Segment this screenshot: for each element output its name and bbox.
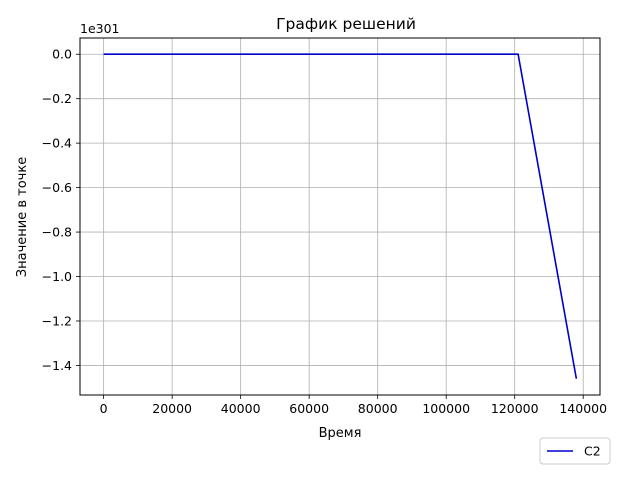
x-tick-label: 100000 (422, 401, 470, 416)
y-tick-label: −1.4 (42, 358, 72, 373)
x-tick-label: 120000 (491, 401, 539, 416)
legend: C2 (539, 437, 611, 465)
x-tick-label: 60000 (289, 401, 329, 416)
series-line-c2 (103, 53, 578, 379)
x-tick-label: 40000 (221, 401, 261, 416)
y-tick-label: −1.2 (42, 313, 72, 328)
x-axis-label: Время (319, 426, 362, 441)
y-tick-label: −0.8 (42, 225, 72, 240)
chart-title: График решений (276, 15, 416, 33)
legend-box (539, 437, 611, 465)
y-tick-label: 0.0 (52, 47, 72, 62)
legend-label-c2: C2 (584, 444, 601, 459)
x-tick-label: 80000 (358, 401, 398, 416)
y-tick-label: −0.6 (42, 180, 72, 195)
y-offset-label: 1e301 (80, 21, 120, 36)
x-tick-label: 20000 (152, 401, 192, 416)
ticks: 0 20000 40000 60000 80000 100000 120000 140000 0… (42, 47, 607, 416)
x-tick-label: 140000 (559, 401, 607, 416)
y-tick-label: −0.2 (42, 91, 72, 106)
series-layer (103, 53, 578, 379)
y-tick-label: −1.0 (42, 269, 72, 284)
y-axis-label: Значение в точке (15, 157, 30, 277)
plot-frame (79, 37, 601, 396)
y-tick-label: −0.4 (42, 136, 72, 151)
x-tick-label: 0 (100, 401, 108, 416)
